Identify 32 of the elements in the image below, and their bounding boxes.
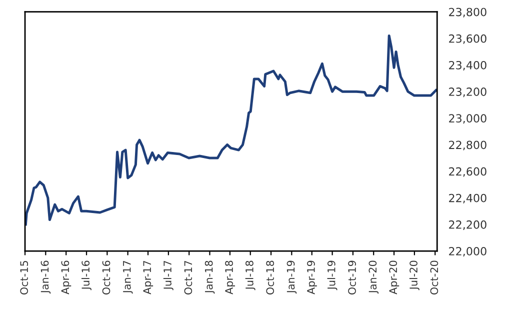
y-tick-label: 23,600	[449, 34, 486, 44]
y-tick-label: 22,000	[449, 247, 486, 257]
x-tick-label: Jan-16	[40, 260, 51, 294]
y-tick-label: 22,800	[449, 140, 486, 150]
x-tick-label: Jan-17	[123, 260, 133, 294]
x-tick-label: Oct-16	[102, 260, 110, 294]
x-tick-label: Oct-15	[20, 260, 28, 294]
y-tick-label: 22,400	[449, 194, 486, 204]
x-tick-label: Jan-19	[286, 260, 297, 294]
y-tick-label: 23,800	[449, 8, 486, 18]
x-tick-label: Apr-16	[61, 260, 72, 294]
x-tick-label: Jul-16	[81, 260, 92, 290]
y-tick-label: 23,000	[449, 114, 486, 124]
x-tick-label: Jul-20	[409, 260, 420, 290]
y-tick-label: 22,600	[449, 167, 486, 177]
x-tick-label: Apr-19	[307, 260, 317, 294]
x-tick-label: Apr-17	[143, 260, 154, 294]
x-tick-label: Jul-17	[163, 260, 174, 290]
x-tick-label: Oct-20	[430, 260, 438, 294]
y-tick-label: 22,200	[449, 220, 486, 230]
x-tick-label: Jan-18	[204, 260, 215, 294]
x-tick-label: Jul-19	[327, 260, 338, 290]
x-tick-label: Apr-18	[225, 260, 235, 294]
x-tick-label: Oct-18	[266, 260, 274, 294]
x-tick-label: Oct-17	[184, 260, 192, 294]
line-series	[25, 34, 438, 226]
x-tick-label: Apr-20	[389, 260, 400, 294]
y-tick-label: 23,200	[449, 88, 486, 98]
x-tick-label: Jan-20	[368, 260, 379, 294]
x-tick-label: Oct-19	[348, 260, 356, 294]
y-tick-label: 23,400	[449, 60, 486, 71]
x-tick-label: Jul-18	[245, 260, 256, 290]
